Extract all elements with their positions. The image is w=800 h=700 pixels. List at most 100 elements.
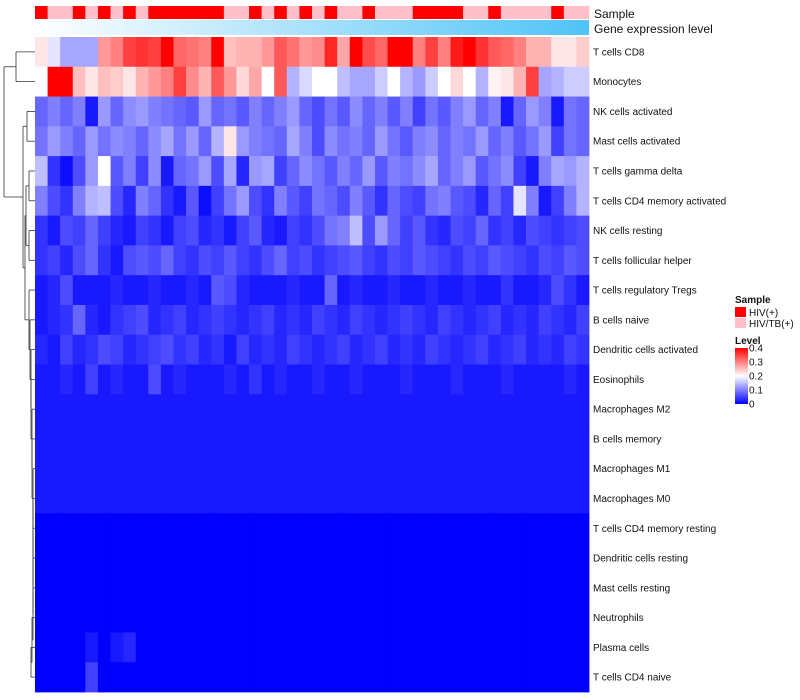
heatmap-cell <box>223 513 237 544</box>
heatmap-cell <box>500 543 514 574</box>
heatmap-cell <box>312 364 325 395</box>
heatmap-cell <box>324 37 338 68</box>
heatmap-cell <box>337 215 351 246</box>
heatmap-cell <box>538 275 552 306</box>
heatmap-cell <box>337 424 351 455</box>
heatmap-cell <box>249 245 263 276</box>
heatmap-cell <box>110 275 124 306</box>
heatmap-cell <box>186 334 200 365</box>
heatmap-cell <box>513 572 527 604</box>
heatmap-cell <box>299 334 313 365</box>
heatmap-cell <box>475 483 489 514</box>
heatmap-cell <box>412 156 426 187</box>
heatmap-cell <box>450 424 464 455</box>
heatmap-cell <box>362 245 376 276</box>
heatmap-cell <box>236 304 250 336</box>
heatmap-cell <box>563 66 577 97</box>
heatmap-cell <box>463 126 477 157</box>
heatmap-cell <box>249 543 263 574</box>
heatmap-cell <box>85 424 99 455</box>
heatmap-cell <box>349 215 363 246</box>
heatmap-cell <box>198 215 212 246</box>
heatmap-cell <box>72 572 86 604</box>
heatmap-cell <box>286 602 300 633</box>
heatmap-cell <box>223 364 237 395</box>
row-label: T cells regulatory Tregs <box>593 286 697 297</box>
heatmap-cell <box>236 364 250 395</box>
heatmap-cell <box>35 632 48 663</box>
heatmap-cell <box>236 156 250 187</box>
heatmap-cell <box>362 572 376 604</box>
heatmap-cell <box>475 245 489 276</box>
heatmap-cell <box>437 602 451 633</box>
heatmap-cell <box>135 215 149 246</box>
heatmap-cell <box>47 66 61 97</box>
row-labels: T cells CD8 Monocytes NK cells activated Ma… <box>593 47 726 683</box>
heatmap-cell <box>261 513 275 544</box>
heatmap-cell <box>160 602 174 633</box>
heatmap-cell <box>198 245 212 276</box>
heatmap-cell <box>299 543 313 574</box>
heatmap-cell <box>35 453 48 484</box>
heatmap-cell <box>35 185 48 217</box>
heatmap-cell <box>374 513 388 544</box>
heatmap-cell <box>362 424 376 455</box>
heatmap-cell <box>47 37 61 68</box>
heatmap-cell <box>450 185 464 217</box>
heatmap-cell <box>538 96 552 127</box>
heatmap-cell <box>110 453 124 484</box>
heatmap-cell <box>249 424 263 455</box>
level-tick-label: 0.2 <box>749 372 763 383</box>
heatmap-cell <box>513 394 527 425</box>
heatmap-cell <box>110 185 124 217</box>
heatmap-cell <box>488 453 502 484</box>
heatmap-cell <box>249 215 263 246</box>
heatmap-cell <box>362 275 376 306</box>
heatmap-cell <box>563 37 577 68</box>
heatmap-cell <box>324 304 338 336</box>
heatmap-cell <box>249 156 263 187</box>
heatmap-cell <box>148 513 162 544</box>
sample-legend-label-hiv-tb: HIV/TB(+) <box>749 319 794 330</box>
heatmap-cell <box>500 156 514 187</box>
heatmap-cell <box>400 185 414 217</box>
heatmap-cell <box>173 602 187 633</box>
heatmap-cell <box>450 37 464 68</box>
heatmap-cell <box>425 453 439 484</box>
heatmap-cell <box>551 632 565 663</box>
heatmap-cell <box>563 453 577 484</box>
heatmap-cell <box>337 275 351 306</box>
heatmap-cell <box>97 602 111 633</box>
heatmap-cell <box>135 156 149 187</box>
heatmap-cell <box>337 66 351 97</box>
heatmap-cell <box>437 364 451 395</box>
heatmap-cell <box>198 334 212 365</box>
heatmap-cell <box>35 662 48 693</box>
heatmap-cell <box>135 245 149 276</box>
heatmap-cell <box>576 185 590 217</box>
heatmap-cell <box>135 424 149 455</box>
heatmap-cell <box>72 156 86 187</box>
heatmap-cell <box>374 304 388 336</box>
heatmap-cell <box>72 453 86 484</box>
heatmap-cell <box>85 37 99 68</box>
heatmap-cell <box>475 37 489 68</box>
heatmap-cell <box>362 96 376 127</box>
heatmap-cell <box>400 275 414 306</box>
heatmap-cell <box>400 96 414 127</box>
heatmap-cell <box>425 275 439 306</box>
heatmap-cell <box>60 394 74 425</box>
heatmap-cell <box>349 304 363 336</box>
heatmap-cell <box>513 513 527 544</box>
heatmap-cell <box>186 424 200 455</box>
heatmap-cell <box>35 215 48 246</box>
heatmap-cell <box>211 543 225 574</box>
heatmap-cell <box>374 483 388 514</box>
heatmap-cell <box>324 215 338 246</box>
heatmap-cell <box>286 453 300 484</box>
heatmap-cell <box>312 334 325 365</box>
heatmap-cell <box>349 334 363 365</box>
heatmap-cell <box>186 126 200 157</box>
sample-track-label: Sample <box>594 7 635 21</box>
